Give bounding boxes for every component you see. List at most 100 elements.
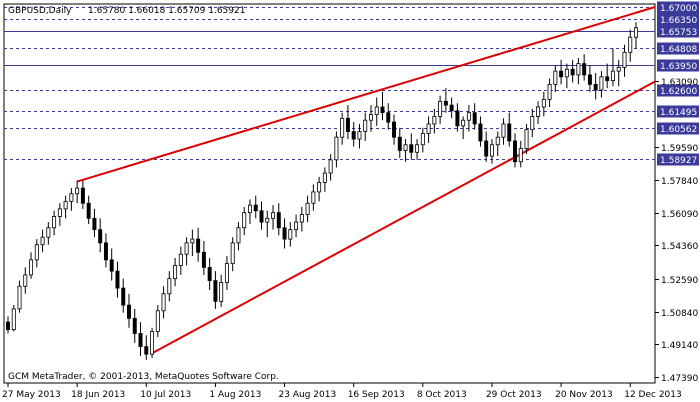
candle-body-70 — [409, 144, 414, 153]
candle-body-18 — [109, 259, 114, 272]
candle-body-6 — [40, 236, 45, 246]
candle-body-62 — [363, 119, 368, 132]
candle-body-10 — [63, 200, 68, 210]
candle-body-44 — [259, 210, 264, 223]
candle-body-109 — [634, 27, 638, 38]
candle-body-19 — [115, 270, 120, 289]
symbol-label: GBPUSD,Daily — [8, 6, 72, 16]
candle-body-9 — [57, 208, 62, 217]
candle-body-4 — [29, 259, 34, 276]
candle-body-36 — [213, 280, 218, 302]
time-tick-label-2: 10 Jul 2013 — [140, 390, 191, 400]
level-label-7: 1.60562 — [660, 125, 697, 135]
candle-body-32 — [190, 238, 195, 244]
candle-body-96 — [559, 70, 564, 78]
candle-body-33 — [196, 238, 201, 253]
candle-body-42 — [247, 204, 252, 214]
candle-body-23 — [138, 333, 143, 348]
level-box-1 — [657, 13, 699, 26]
candle-body-13 — [80, 187, 85, 204]
candle-body-74 — [432, 116, 437, 125]
candle-body-73 — [426, 123, 431, 134]
candle-body-97 — [564, 68, 569, 78]
candle-body-22 — [132, 317, 137, 334]
time-tick-label-5: 16 Sep 2013 — [348, 390, 405, 400]
candle-body-49 — [288, 229, 293, 240]
candle-body-76 — [443, 100, 448, 106]
candle-body-66 — [386, 112, 391, 123]
price-tick-label-0: 1.63090 — [661, 78, 698, 88]
candle-body-41 — [242, 212, 247, 229]
candle-body-82 — [478, 123, 483, 142]
candle-body-60 — [351, 131, 356, 140]
candle-body-68 — [397, 136, 402, 151]
candle-body-48 — [282, 227, 287, 240]
candle-body-57 — [334, 136, 339, 161]
candle-body-63 — [368, 114, 373, 121]
candle-body-15 — [92, 217, 97, 231]
candle-body-67 — [392, 121, 397, 138]
price-tick-label-1: 1.59590 — [661, 144, 698, 154]
candle-body-87 — [507, 123, 512, 142]
candle-body-58 — [340, 117, 345, 138]
level-box-6 — [657, 105, 699, 118]
candle-body-53 — [311, 191, 316, 204]
candle-body-71 — [415, 144, 420, 153]
candle-body-3 — [23, 274, 28, 287]
candle-body-25 — [150, 331, 155, 355]
candle-body-102 — [593, 83, 598, 91]
copyright-footer: GCM MetaTrader, © 2001-2013, MetaQuotes … — [8, 372, 279, 382]
candle-body-14 — [86, 202, 91, 219]
time-tick-label-1: 18 Jun 2013 — [71, 390, 125, 400]
candle-body-5 — [34, 244, 39, 261]
level-box-7 — [657, 122, 699, 135]
time-tick-label-8: 20 Nov 2013 — [555, 390, 613, 400]
candle-body-30 — [178, 253, 183, 266]
candle-body-35 — [207, 266, 212, 281]
candle-body-92 — [536, 106, 541, 117]
ohlc-readout: 1.65780 1.66018 1.65709 1.65921 — [88, 6, 245, 16]
candle-body-84 — [489, 144, 494, 157]
level-label-1: 1.66350 — [660, 16, 697, 26]
price-tick-label-4: 1.54360 — [661, 242, 698, 252]
candle-body-103 — [599, 76, 604, 91]
level-label-0: 1.67000 — [660, 4, 697, 14]
candle-body-52 — [305, 202, 310, 215]
trendline-lower — [151, 80, 656, 355]
candle-body-40 — [236, 227, 241, 244]
candle-body-11 — [69, 193, 74, 202]
candle-body-7 — [46, 227, 51, 238]
candle-body-47 — [276, 212, 281, 229]
level-label-5: 1.62600 — [660, 87, 697, 97]
level-box-2 — [657, 25, 699, 38]
candle-body-54 — [317, 182, 322, 193]
candle-body-24 — [144, 346, 149, 355]
candle-body-83 — [484, 140, 489, 157]
candle-body-55 — [322, 172, 327, 183]
time-tick-label-3: 1 Aug 2013 — [209, 390, 261, 400]
candle-body-94 — [547, 83, 552, 100]
candle-body-16 — [98, 229, 103, 244]
price-axis: 1.67000 1.66350 1.65753 1.64808 1.63950 1.626… — [655, 1, 699, 384]
level-label-4: 1.63950 — [660, 62, 697, 72]
candle-body-86 — [501, 123, 506, 138]
candle-body-17 — [103, 242, 108, 261]
level-box-5 — [657, 84, 699, 97]
candle-body-31 — [184, 242, 189, 255]
candle-body-105 — [610, 70, 615, 81]
candle-body-72 — [420, 133, 425, 146]
price-tick-label-6: 1.50840 — [661, 309, 698, 319]
candle-body-38 — [224, 263, 229, 283]
candle-body-34 — [201, 251, 206, 268]
candle-body-27 — [161, 293, 166, 312]
trendline-upper — [76, 6, 656, 183]
candle-body-39 — [230, 242, 235, 265]
candle-body-106 — [616, 66, 621, 72]
candle-body-78 — [455, 110, 460, 127]
level-label-3: 1.64808 — [660, 45, 697, 55]
level-label-8: 1.58927 — [660, 156, 697, 166]
candle-body-56 — [328, 159, 333, 174]
level-label-2: 1.65753 — [660, 28, 697, 38]
